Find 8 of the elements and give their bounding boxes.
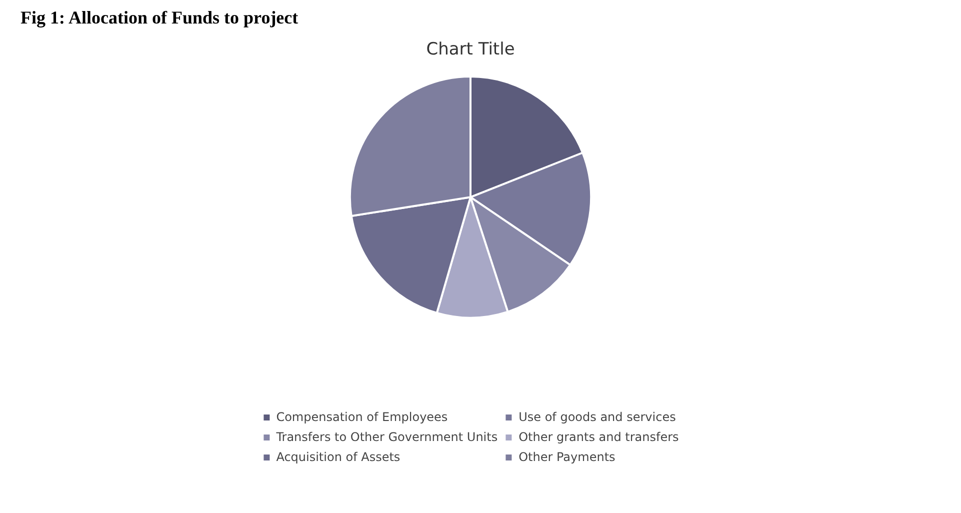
- legend-label: Transfers to Other Government Units: [276, 430, 498, 444]
- chart-title: Fig 1: Allocation of Funds to project: [20, 8, 298, 28]
- legend-label: Compensation of Employees: [276, 410, 448, 424]
- legend-label: Other Payments: [518, 450, 616, 464]
- legend-label: Other grants and transfers: [518, 430, 679, 444]
- legend-label: Acquisition of Assets: [276, 450, 400, 464]
- chart-subtitle: Chart Title: [426, 40, 515, 60]
- legend-label: Use of goods and services: [518, 410, 676, 424]
